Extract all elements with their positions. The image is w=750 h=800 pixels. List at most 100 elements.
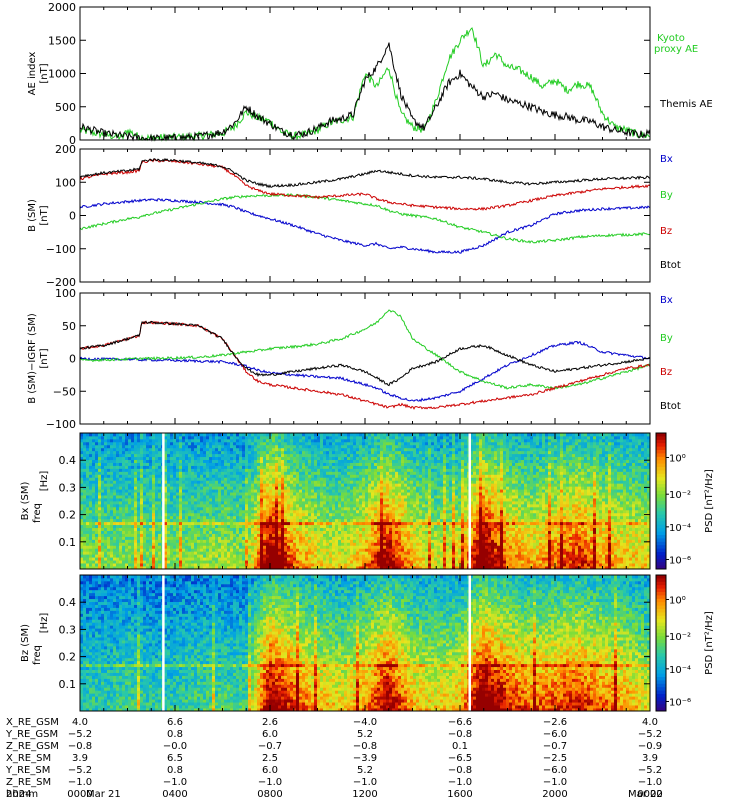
psd-cell [179, 501, 183, 505]
psd-cell [326, 474, 330, 478]
psd-cell [203, 542, 207, 546]
psd-cell [281, 536, 285, 540]
psd-cell [341, 456, 345, 461]
psd-cell [203, 453, 207, 458]
psd-cell [152, 518, 156, 523]
psd-cell [110, 459, 114, 463]
psd-cell [230, 557, 234, 561]
psd-cell [107, 453, 111, 458]
psd-cell [155, 506, 159, 511]
psd-cell [230, 498, 234, 502]
psd-cell [257, 566, 261, 570]
psd-cell [179, 483, 183, 487]
psd-cell [212, 563, 216, 567]
psd-cell [176, 501, 180, 505]
psd-cell [155, 554, 159, 558]
psd-cell [266, 563, 270, 567]
psd-cell [104, 444, 108, 449]
psd-cell [362, 533, 366, 537]
psd-cell [317, 524, 321, 529]
psd-cell [95, 560, 99, 564]
psd-cell [308, 450, 312, 455]
psd-cell [248, 483, 252, 487]
psd-cell [140, 548, 144, 552]
psd-cell [341, 515, 345, 520]
psd-cell [341, 489, 345, 493]
psd-cell [374, 498, 378, 502]
psd-cell [227, 518, 231, 523]
psd-cell [170, 557, 174, 561]
psd-cell [269, 501, 273, 505]
psd-cell [191, 539, 195, 543]
psd-cell [89, 524, 93, 529]
psd-cell [107, 515, 111, 520]
psd-cell [92, 477, 96, 481]
psd-cell [284, 489, 288, 493]
psd-cell [230, 495, 234, 499]
psd-cell [338, 453, 342, 458]
psd-cell [125, 530, 129, 534]
psd-cell [155, 530, 159, 534]
psd-cell [233, 438, 237, 443]
psd-cell [239, 477, 243, 481]
psd-cell [80, 465, 84, 469]
psd-cell [200, 551, 204, 555]
psd-cell [257, 530, 261, 534]
psd-cell [221, 506, 225, 511]
psd-cell [317, 530, 321, 534]
psd-cell [86, 509, 90, 514]
psd-cell [302, 450, 306, 455]
psd-cell [170, 524, 174, 529]
psd-cell [377, 521, 381, 526]
psd-cell [251, 557, 255, 561]
psd-cell [236, 474, 240, 478]
psd-cell [371, 548, 375, 552]
psd-cell [287, 539, 291, 543]
psd-cell [275, 512, 279, 517]
psd-cell [185, 447, 189, 452]
psd-cell [323, 456, 327, 461]
psd-cell [206, 435, 210, 440]
psd-cell [296, 474, 300, 478]
psd-cell [86, 477, 90, 481]
psd-cell [104, 539, 108, 543]
psd-cell [278, 501, 282, 505]
psd-cell [278, 433, 282, 437]
psd-cell [83, 521, 87, 526]
psd-cell [251, 512, 255, 517]
psd-cell [230, 453, 234, 458]
psd-cell [311, 536, 315, 540]
psd-cell [218, 539, 222, 543]
psd-cell [269, 506, 273, 511]
psd-cell [131, 441, 135, 446]
psd-cell [365, 492, 369, 496]
psd-cell [83, 462, 87, 466]
psd-cell [281, 480, 285, 484]
psd-cell [275, 462, 279, 466]
psd-cell [257, 501, 261, 505]
psd-cell [143, 560, 147, 564]
psd-cell [203, 536, 207, 540]
psd-cell [233, 433, 237, 437]
psd-cell [119, 557, 123, 561]
psd-cell [341, 474, 345, 478]
psd-cell [377, 530, 381, 534]
psd-cell [167, 545, 171, 549]
psd-cell [110, 524, 114, 529]
psd-cell [314, 465, 318, 469]
psd-cell [284, 536, 288, 540]
psd-cell [158, 450, 162, 455]
psd-cell [149, 447, 153, 452]
psd-cell [290, 566, 294, 570]
psd-cell [299, 527, 303, 531]
psd-cell [200, 501, 204, 505]
psd-cell [263, 503, 267, 508]
psd-cell [320, 468, 324, 472]
psd-cell [215, 441, 219, 446]
psd-cell [206, 486, 210, 490]
psd-cell [362, 566, 366, 570]
psd-cell [257, 509, 261, 514]
psd-cell [80, 433, 84, 437]
psd-cell [191, 512, 195, 517]
psd-cell [182, 474, 186, 478]
